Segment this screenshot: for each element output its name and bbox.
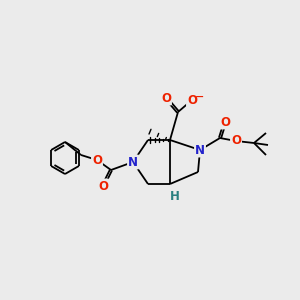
Text: O: O	[220, 116, 230, 128]
Text: H: H	[170, 190, 180, 202]
Text: O: O	[92, 154, 102, 166]
Text: N: N	[128, 155, 138, 169]
Text: O: O	[187, 94, 197, 106]
Text: N: N	[195, 143, 205, 157]
Text: −: −	[195, 92, 205, 102]
Text: O: O	[161, 92, 171, 104]
Text: O: O	[231, 134, 241, 148]
Text: O: O	[98, 179, 108, 193]
